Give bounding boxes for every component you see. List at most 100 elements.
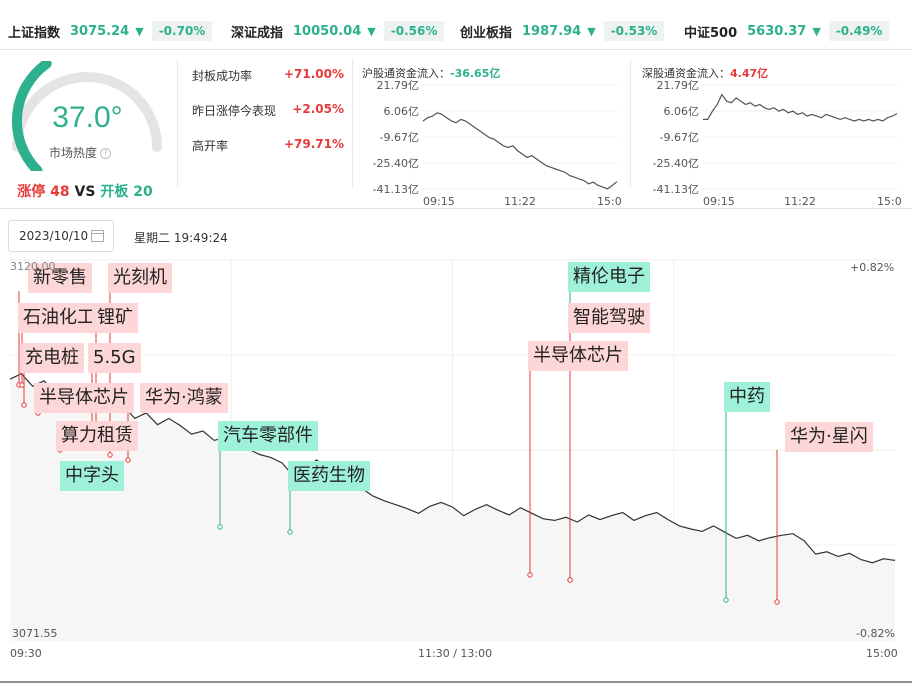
event-tag[interactable]: 锂矿: [92, 303, 138, 333]
gauge-fill: [11, 58, 52, 176]
sz-connect-flow: 深股通资金流入：4.47亿 21.79亿 6.06亿 -9.67亿 -25.40亿 -4…: [642, 65, 902, 205]
flow-value: -36.65亿: [450, 67, 501, 80]
open-label: 开板: [100, 184, 129, 200]
event-tag[interactable]: 5.5G: [88, 343, 141, 373]
info-icon[interactable]: ?: [100, 148, 111, 159]
price-area: [10, 373, 895, 640]
index-change: -0.49%: [828, 21, 890, 41]
down-arrow-icon: ▼: [587, 24, 596, 38]
index-shenzhen[interactable]: 深证成指 10050.04 ▼ -0.56%: [231, 20, 445, 42]
tag-anchor-dot: [287, 529, 293, 535]
stat-high-open-rate: 高开率 +79.71%: [192, 133, 344, 168]
down-arrow-icon: ▼: [812, 24, 821, 38]
y-tick-label: -41.13亿: [373, 183, 419, 196]
tag-anchor-dot: [21, 402, 27, 408]
limit-stats: 封板成功率 +71.00% 昨日涨停今表现 +2.05% 高开率 +79.71%: [192, 63, 344, 168]
open-count: 20: [133, 184, 153, 200]
index-name: 上证指数: [8, 25, 61, 41]
x-tick-label: 15:00: [597, 195, 622, 205]
event-tag[interactable]: 新零售: [28, 263, 92, 293]
stat-label: 高开率: [192, 139, 229, 153]
event-tag[interactable]: 华为·星闪: [785, 422, 873, 452]
divider: [630, 59, 631, 187]
tag-anchor-dot: [774, 599, 780, 605]
flow-title-row: 深股通资金流入：4.47亿: [642, 65, 768, 81]
tag-anchor-dot: [107, 452, 113, 458]
tag-anchor-dot: [125, 457, 131, 463]
event-tag[interactable]: 充电桩: [20, 343, 84, 373]
intraday-chart: 新零售 光刻机 石油化工 锂矿 充电桩 5.5G 半导体芯片 华为·鸿蒙 算力租赁 中字头 汽车零部…: [0, 255, 912, 690]
y-top-label: 3120.00: [10, 260, 56, 273]
pct-bottom-label: -0.82%: [856, 627, 895, 640]
stat-value: +71.00%: [283, 67, 344, 81]
x-label-close: 15:00: [866, 647, 898, 660]
event-tag[interactable]: 算力租赁: [56, 421, 138, 451]
flow-value: 4.47亿: [730, 67, 769, 80]
heat-value: 37.0°: [52, 101, 123, 134]
x-tick-label: 09:15: [423, 195, 455, 205]
index-value: 10050.04: [293, 23, 362, 39]
stat-yesterday-performance: 昨日涨停今表现 +2.05%: [192, 98, 344, 133]
y-tick-label: -9.67亿: [380, 131, 419, 144]
tag-anchor-dot: [527, 572, 533, 578]
event-tag[interactable]: 半导体芯片: [34, 383, 134, 413]
vs-label: VS: [74, 184, 96, 200]
index-value: 5630.37: [747, 23, 807, 39]
event-tag[interactable]: 智能驾驶: [568, 303, 650, 333]
index-name: 中证500: [684, 25, 738, 41]
y-bottom-label: 3071.55: [12, 627, 58, 640]
y-tick-label: -41.13亿: [653, 183, 699, 196]
index-chinext[interactable]: 创业板指 1987.94 ▼ -0.53%: [460, 20, 665, 42]
date-picker[interactable]: 2023/10/10: [8, 220, 114, 252]
index-shanghai[interactable]: 上证指数 3075.24 ▼ -0.70%: [8, 20, 213, 42]
sh-connect-flow: 沪股通资金流入：-36.65亿 21.79亿 6.06亿 -9.67亿 -25.40亿…: [362, 65, 622, 205]
event-tag[interactable]: 中药: [724, 382, 770, 412]
index-value: 1987.94: [522, 23, 582, 39]
index-change: -0.53%: [603, 21, 665, 41]
x-tick-label: 15:00: [877, 195, 902, 205]
stat-seal-rate: 封板成功率 +71.00%: [192, 63, 344, 98]
pct-top-label: +0.82%: [850, 261, 895, 274]
event-tag[interactable]: 汽车零部件: [218, 421, 318, 451]
gauge-track: [12, 72, 162, 152]
heat-label-row: 市场热度?: [5, 144, 155, 161]
event-tag[interactable]: 石油化工: [18, 303, 100, 333]
event-tag[interactable]: 半导体芯片: [528, 341, 628, 371]
sh-flow-chart: 21.79亿 6.06亿 -9.67亿 -25.40亿 -41.13亿 09:15 11:2…: [373, 79, 622, 205]
x-tick-label: 09:15: [703, 195, 735, 205]
stat-value: +79.71%: [283, 137, 344, 151]
flow-series-line: [422, 112, 618, 190]
price-line: [9, 372, 896, 564]
down-arrow-icon: ▼: [367, 24, 376, 38]
x-label-midday: 11:30 / 13:00: [418, 647, 493, 660]
limit-up-count: 48: [50, 184, 70, 200]
weekday-time: 星期二 19:49:24: [134, 231, 228, 245]
index-change: -0.56%: [383, 21, 445, 41]
down-arrow-icon: ▼: [135, 24, 144, 38]
y-tick-label: -25.40亿: [373, 157, 419, 170]
calendar-icon[interactable]: [91, 230, 104, 242]
intraday-chart-canvas: [0, 259, 912, 683]
y-tick-label: 6.06亿: [384, 105, 420, 118]
stat-value: +2.05%: [292, 102, 344, 116]
event-tag[interactable]: 华为·鸿蒙: [140, 383, 228, 413]
event-tag[interactable]: 医药生物: [288, 461, 370, 491]
tag-anchor-dot: [723, 597, 729, 603]
flow-title-row: 沪股通资金流入：-36.65亿: [362, 65, 500, 81]
limit-summary: 涨停 48 VS 开板 20: [5, 181, 165, 201]
market-summary: 37.0° 市场热度? 涨停 48 VS 开板 20 封板成功率 +71.00%…: [0, 51, 912, 209]
event-tag[interactable]: 中字头: [60, 461, 124, 491]
index-value: 3075.24: [70, 23, 130, 39]
event-tag[interactable]: 光刻机: [108, 263, 172, 293]
y-tick-label: 21.79亿: [657, 79, 700, 92]
index-bar: 上证指数 3075.24 ▼ -0.70% 深证成指 10050.04 ▼ -0…: [0, 0, 912, 50]
event-tag[interactable]: 精伦电子: [568, 262, 650, 292]
gauge-arc: [11, 58, 162, 176]
y-tick-label: -9.67亿: [660, 131, 699, 144]
index-csi500[interactable]: 中证500 5630.37 ▼ -0.49%: [684, 20, 890, 42]
date-value: 2023/10/10: [19, 229, 89, 243]
tag-anchor-dot: [217, 524, 223, 530]
flow-series-line: [703, 93, 898, 122]
tag-anchor-dot: [567, 577, 573, 583]
stat-label: 昨日涨停今表现: [192, 104, 277, 118]
